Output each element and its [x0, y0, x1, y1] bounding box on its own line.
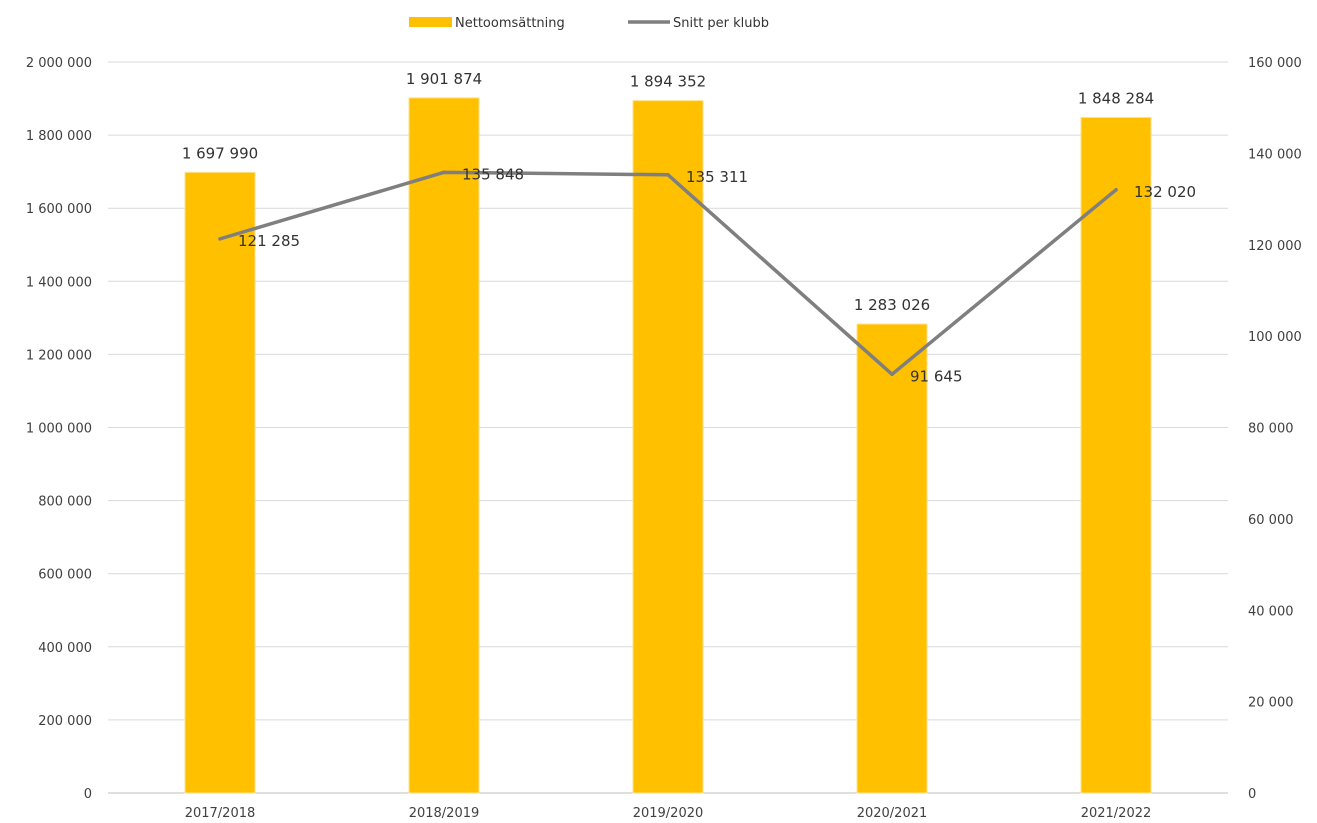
x-tick-label: 2018/2019 — [409, 806, 480, 821]
bar — [632, 100, 704, 794]
y-right-tick-label: 100 000 — [1248, 330, 1302, 345]
line-series — [218, 170, 1118, 377]
y-left-tick-label: 1 600 000 — [26, 202, 92, 217]
legend-swatch-bar — [409, 17, 452, 27]
line-data-label: 135 311 — [686, 168, 748, 186]
y-right-tick-label: 20 000 — [1248, 696, 1294, 711]
y-right-tick-label: 40 000 — [1248, 604, 1294, 619]
y-left-tick-label: 1 400 000 — [26, 275, 92, 290]
bar — [184, 171, 256, 794]
bar-data-label: 1 697 990 — [182, 144, 258, 162]
bar — [408, 97, 480, 794]
line-point — [442, 170, 446, 175]
bar-data-label: 1 894 352 — [630, 73, 706, 91]
y-left-tick-label: 400 000 — [38, 641, 92, 656]
y-right-tick-label: 0 — [1248, 787, 1256, 802]
y-left-tick-label: 1 800 000 — [26, 129, 92, 144]
legend: Nettoomsättning Snitt per klubb — [409, 16, 769, 31]
line-point — [666, 172, 670, 177]
y-left-tick-label: 800 000 — [38, 495, 92, 510]
x-tick-label: 2017/2018 — [185, 806, 256, 821]
line-point — [1114, 188, 1118, 192]
y-left-tick-label: 2 000 000 — [26, 56, 92, 71]
left-axis: 0 200 000 400 000 600 000 800 000 1 000 000 1 … — [26, 56, 92, 802]
line-data-label: 135 848 — [462, 165, 524, 183]
x-tick-label: 2021/2022 — [1081, 806, 1152, 821]
bar — [856, 323, 928, 794]
bar — [1080, 116, 1152, 794]
y-left-tick-label: 200 000 — [38, 714, 92, 729]
x-tick-label: 2020/2021 — [857, 806, 928, 821]
y-left-tick-label: 600 000 — [38, 568, 92, 583]
line-point — [218, 237, 222, 241]
y-left-tick-label: 1 200 000 — [26, 348, 92, 363]
right-axis: 0 20 000 40 000 60 000 80 000 100 000 120 000 1… — [1248, 56, 1302, 802]
data-labels: 1 697 990 1 901 874 1 894 352 1 283 026 1 84… — [182, 70, 1196, 385]
y-left-tick-label: 0 — [84, 787, 92, 802]
legend-label-bar: Nettoomsättning — [455, 16, 565, 31]
line-data-label: 121 285 — [238, 232, 300, 250]
line-data-label: 91 645 — [910, 367, 963, 385]
y-left-tick-label: 1 000 000 — [26, 422, 92, 437]
bar-data-label: 1 283 026 — [854, 296, 930, 314]
bar-data-label: 1 901 874 — [406, 70, 482, 88]
y-right-tick-label: 160 000 — [1248, 56, 1302, 71]
y-right-tick-label: 60 000 — [1248, 513, 1294, 528]
x-axis: 2017/2018 2018/2019 2019/2020 2020/2021 2021… — [185, 806, 1152, 821]
y-right-tick-label: 80 000 — [1248, 422, 1294, 437]
line-point — [890, 372, 894, 377]
y-right-tick-label: 140 000 — [1248, 147, 1302, 162]
y-right-tick-label: 120 000 — [1248, 239, 1302, 254]
bars — [184, 97, 1152, 794]
bar-data-label: 1 848 284 — [1078, 89, 1154, 107]
line-data-label: 132 020 — [1134, 183, 1196, 201]
legend-label-line: Snitt per klubb — [673, 16, 769, 31]
x-tick-label: 2019/2020 — [633, 806, 704, 821]
